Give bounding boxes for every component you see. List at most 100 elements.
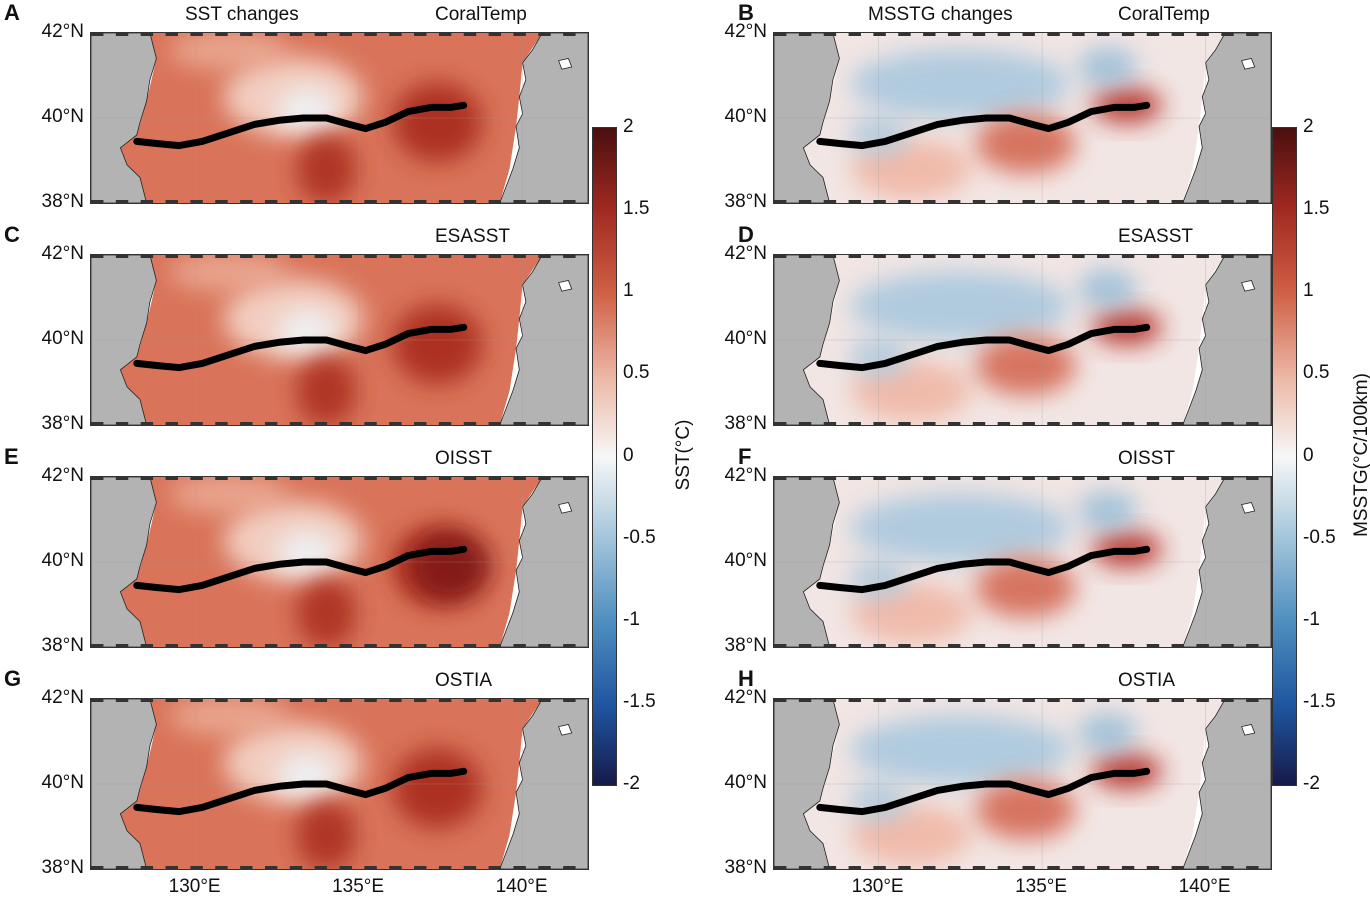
sst-warm-band bbox=[168, 33, 289, 70]
colorbar-msstg-tick: 0 bbox=[1303, 444, 1314, 466]
sst-hot-spot bbox=[296, 356, 357, 425]
lat-label: 42°N bbox=[724, 465, 767, 486]
panel-letter: G bbox=[4, 666, 22, 691]
colorbar-msstg-tick: -0.5 bbox=[1303, 526, 1336, 548]
sst-cool-spot bbox=[276, 531, 337, 576]
lat-label: 40°N bbox=[41, 106, 84, 127]
sst-hot-spot bbox=[392, 82, 483, 163]
lon-label: 130°E bbox=[851, 876, 904, 897]
island bbox=[558, 58, 573, 70]
lat-label: 38°N bbox=[41, 413, 84, 434]
lat-label: 38°N bbox=[41, 635, 84, 656]
lat-label: 40°N bbox=[724, 772, 767, 793]
island bbox=[1241, 502, 1256, 514]
colorbar-msstg-tick: 1 bbox=[1303, 280, 1314, 302]
sst-warm-band bbox=[168, 255, 289, 292]
map-svg bbox=[774, 255, 1271, 425]
map-svg bbox=[774, 699, 1271, 869]
colorbar-msstg-tick: 2 bbox=[1303, 116, 1314, 137]
lat-label: 42°N bbox=[724, 687, 767, 708]
colorbar-sst-tick: 1 bbox=[623, 280, 634, 302]
msstg-negative bbox=[1077, 47, 1138, 87]
msstg-negative bbox=[850, 271, 1071, 341]
island bbox=[558, 502, 573, 514]
msstg-negative bbox=[1077, 491, 1138, 531]
panel-letter: B bbox=[738, 0, 754, 25]
colorbar-sst-tick: -2 bbox=[623, 773, 640, 794]
panel-title-left: SST changes bbox=[185, 4, 299, 25]
island bbox=[1241, 58, 1256, 70]
map-svg bbox=[91, 33, 588, 203]
colorbar-msstg-tick: -1 bbox=[1303, 608, 1320, 630]
panel-letter: H bbox=[738, 666, 754, 691]
sst-hot-spot bbox=[296, 134, 357, 203]
front-line bbox=[133, 101, 468, 150]
lat-label: 40°N bbox=[724, 328, 767, 349]
lat-label: 42°N bbox=[41, 465, 84, 486]
lat-label: 40°N bbox=[41, 550, 84, 571]
sst-cool-spot bbox=[276, 753, 337, 798]
panel-letter: F bbox=[738, 444, 752, 469]
lon-label: 135°E bbox=[1015, 876, 1068, 897]
sst-hot-spot bbox=[392, 304, 483, 385]
panel-letter: C bbox=[4, 222, 20, 247]
lat-label: 38°N bbox=[724, 413, 767, 434]
front-line bbox=[816, 545, 1151, 594]
msstg-negative bbox=[850, 493, 1071, 563]
colorbar-msstg-tick: -1.5 bbox=[1303, 690, 1336, 712]
panel-title-right: OISST bbox=[1118, 448, 1176, 469]
lat-label: 42°N bbox=[724, 21, 767, 42]
lat-label: 40°N bbox=[724, 106, 767, 127]
lat-label: 42°N bbox=[41, 687, 84, 708]
msstg-negative bbox=[1077, 713, 1138, 753]
map-svg bbox=[91, 255, 588, 425]
map-svg bbox=[91, 699, 588, 869]
island bbox=[1241, 724, 1256, 736]
lon-label: 135°E bbox=[332, 876, 385, 897]
sst-warm-band bbox=[168, 699, 289, 736]
panel-letter: D bbox=[738, 222, 754, 247]
colorbar-msstg bbox=[1272, 127, 1297, 786]
msstg-negative bbox=[850, 49, 1071, 119]
island bbox=[558, 280, 573, 292]
colorbar-sst-title: SST(°C) bbox=[673, 419, 694, 490]
lat-label: 40°N bbox=[41, 328, 84, 349]
colorbar-sst-tick: -0.5 bbox=[623, 526, 656, 548]
map-svg bbox=[91, 477, 588, 647]
colorbar-msstg-tick: -2 bbox=[1303, 773, 1320, 794]
front-line bbox=[133, 767, 468, 816]
panel-title-right: CoralTemp bbox=[1118, 4, 1210, 25]
sst-hot-spot bbox=[392, 748, 483, 829]
map-panel bbox=[773, 32, 1272, 204]
msstg-negative bbox=[850, 715, 1071, 785]
colorbar-sst-tick: 0 bbox=[623, 444, 634, 466]
lon-label: 140°E bbox=[495, 876, 548, 897]
map-svg bbox=[774, 477, 1271, 647]
panel-title-right: OSTIA bbox=[1118, 670, 1176, 691]
colorbar-sst-tick: 2 bbox=[623, 116, 634, 137]
map-svg bbox=[774, 33, 1271, 203]
lat-label: 38°N bbox=[41, 857, 84, 878]
sst-warm-band bbox=[168, 477, 289, 514]
sst-hot-spot bbox=[296, 578, 357, 647]
sst-cool-spot bbox=[276, 87, 337, 132]
lat-label: 42°N bbox=[41, 243, 84, 264]
island bbox=[558, 724, 573, 736]
lat-label: 38°N bbox=[41, 191, 84, 212]
sst-hot-spot bbox=[296, 800, 357, 869]
panel-title-left: MSSTG changes bbox=[868, 4, 1013, 25]
lon-label: 130°E bbox=[168, 876, 221, 897]
map-panel bbox=[773, 254, 1272, 426]
lat-label: 38°N bbox=[724, 635, 767, 656]
panel-title-right: OISST bbox=[435, 448, 493, 469]
colorbar-sst bbox=[592, 127, 617, 786]
lat-label: 38°N bbox=[724, 191, 767, 212]
colorbar-msstg-tick: 0.5 bbox=[1303, 362, 1330, 384]
colorbar-sst-tick: -1.5 bbox=[623, 690, 656, 712]
map-panel bbox=[773, 698, 1272, 870]
panel-title-right: OSTIA bbox=[435, 670, 493, 691]
map-panel bbox=[773, 476, 1272, 648]
panel-title-right: ESASST bbox=[1118, 226, 1193, 247]
map-panel bbox=[90, 254, 589, 426]
colorbar-sst-tick: -1 bbox=[623, 608, 640, 630]
